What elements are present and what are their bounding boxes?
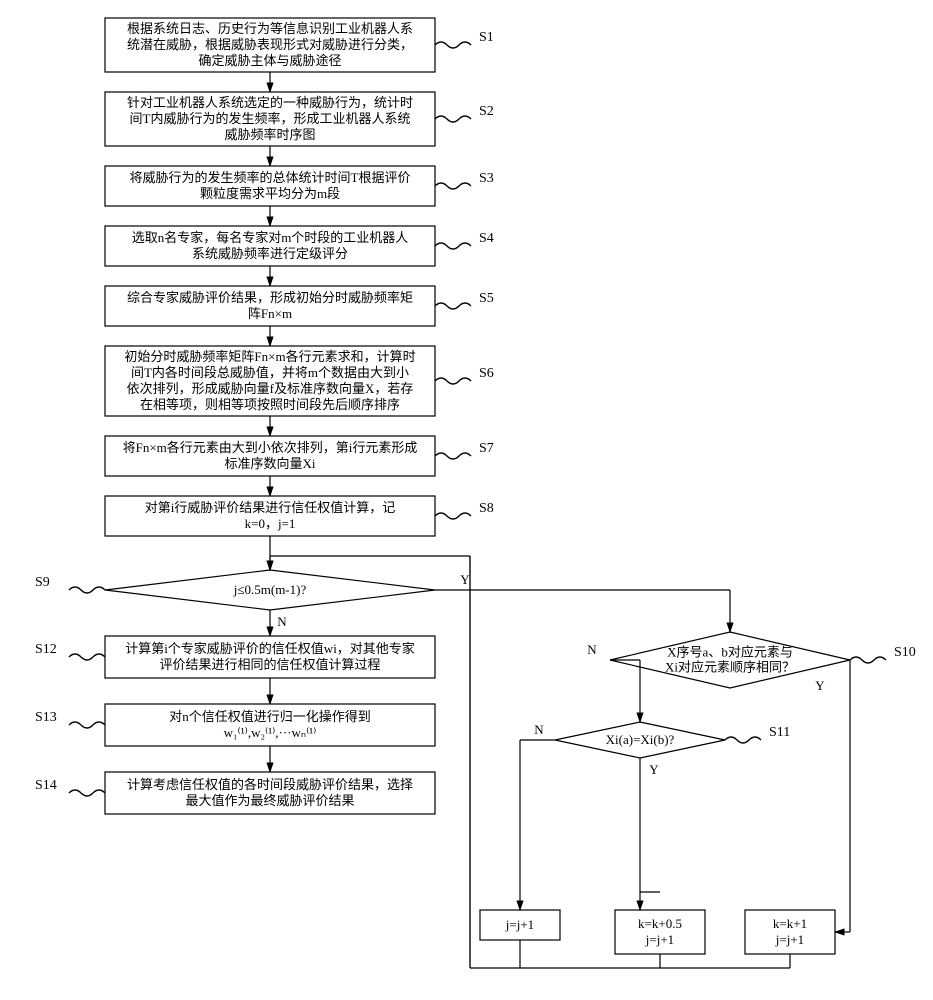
step-connector <box>435 513 471 519</box>
decision-s11-text: Xi(a)=Xi(b)? <box>606 732 675 747</box>
yn-label: Y <box>460 572 470 587</box>
decision-s10-text: Xi对应元素顺序相同？ <box>665 660 795 675</box>
step-s3-text: 将威胁行为的发生频率的总体统计时间T根据评价 <box>130 170 411 185</box>
step-s2-text: 针对工业机器人系统选定的一种威胁行为，统计时 <box>127 95 413 110</box>
yn-label: Y <box>649 762 659 777</box>
decision-s10-text: X序号a、b对应元素与 <box>667 645 793 660</box>
step-s1-text: 确定威胁主体与威胁途径 <box>198 53 341 68</box>
step-connector <box>435 453 471 459</box>
step-s2-text: 间T内威胁行为的发生频率，形成工业机器人系统 <box>130 111 411 126</box>
step-s14-text: 最大值作为最终威胁评价结果 <box>185 793 354 808</box>
yn-label: N <box>534 722 544 737</box>
step-s13-text: 对n个信任权值进行归一化操作得到 <box>169 709 371 724</box>
step-s12-text: 评价结果进行相同的信任权值计算过程 <box>159 657 380 672</box>
label-s9: S9 <box>35 575 50 590</box>
label-s12: S12 <box>35 642 57 657</box>
step-s7-text: 标准序数向量Xi <box>224 456 315 471</box>
label-s10: S10 <box>894 645 916 660</box>
step-s1-text: 根据系统日志、历史行为等信息识别工业机器人系 <box>127 21 413 36</box>
step-s6-text: 在相等项，则相等项按照时间段先后顺序排序 <box>140 397 400 412</box>
step-s6-text: 依次排列，形成威胁向量f及标准序数向量X，若存 <box>127 381 414 396</box>
step-s8-text: k=0，j=1 <box>245 516 296 531</box>
step-connector <box>69 654 105 660</box>
label-s4: S4 <box>479 231 494 246</box>
label-s2: S2 <box>479 104 494 119</box>
box-k05-text: k=k+0.5 <box>638 916 682 931</box>
step-s2-text: 威胁频率时序图 <box>224 127 315 142</box>
step-s12-text: 计算第i个专家威胁评价的信任权值wi，对其他专家 <box>125 641 415 656</box>
step-connector <box>725 737 761 743</box>
step-connector <box>69 790 105 796</box>
box-k1-text: k=k+1 <box>773 916 807 931</box>
yn-label: N <box>277 614 287 629</box>
label-s3: S3 <box>479 171 494 186</box>
step-s5-text: 综合专家威胁评价结果，形成初始分时威胁频率矩 <box>127 290 413 305</box>
box-k05-text: j=j+1 <box>645 932 674 947</box>
step-connector <box>850 657 886 663</box>
decision-s9-text: j≤0.5m(m-1)? <box>233 582 307 597</box>
step-connector <box>69 722 105 728</box>
label-s1: S1 <box>479 30 494 45</box>
step-s3-text: 颗粒度需求平均分为m段 <box>200 186 340 201</box>
step-connector <box>435 303 471 309</box>
step-connector <box>69 587 105 593</box>
label-s8: S8 <box>479 501 494 516</box>
step-s6-text: 初始分时威胁频率矩阵Fn×m各行元素求和，计算时 <box>124 349 415 364</box>
step-connector <box>435 243 471 249</box>
label-s5: S5 <box>479 291 494 306</box>
step-s8-text: 对第i行威胁评价结果进行信任权值计算，记 <box>145 500 396 515</box>
box-jpp-text: j=j+1 <box>505 917 534 932</box>
box-k1-text: j=j+1 <box>775 932 804 947</box>
label-s14: S14 <box>35 778 57 793</box>
yn-label: N <box>587 642 597 657</box>
step-connector <box>435 378 471 384</box>
step-s4-text: 系统威胁频率进行定级评分 <box>192 246 348 261</box>
step-s5-text: 阵Fn×m <box>248 306 292 321</box>
step-connector <box>435 183 471 189</box>
step-s7-text: 将Fn×m各行元素由大到小依次排列，第i行元素形成 <box>123 440 418 455</box>
step-s13-text: w₁⁽¹⁾,w₂⁽¹⁾,···wₙ⁽¹⁾ <box>224 725 317 740</box>
yn-label: Y <box>815 678 825 693</box>
step-s14-text: 计算考虑信任权值的各时间段威胁评价结果，选择 <box>127 777 413 792</box>
label-s7: S7 <box>479 441 494 456</box>
label-s11: S11 <box>769 725 790 740</box>
label-s6: S6 <box>479 366 494 381</box>
step-s6-text: 间T内各时间段总威胁值，并将m个数据由大到小 <box>131 365 409 380</box>
step-s1-text: 统潜在威胁，根据威胁表现形式对威胁进行分类， <box>127 37 413 52</box>
step-connector <box>435 42 471 48</box>
step-connector <box>435 116 471 122</box>
label-s13: S13 <box>35 710 57 725</box>
step-s4-text: 选取n名专家，每名专家对m个时段的工业机器人 <box>132 230 409 245</box>
